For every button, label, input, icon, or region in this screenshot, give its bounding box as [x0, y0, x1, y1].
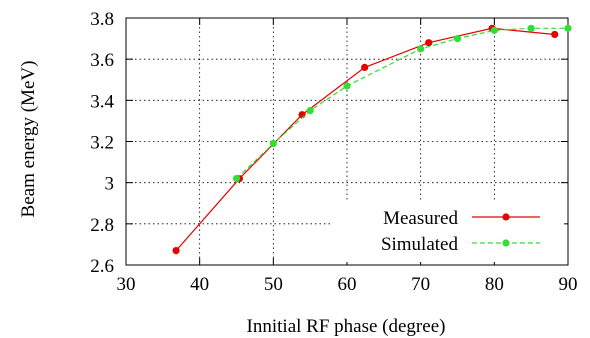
x-tick-label: 80	[485, 274, 504, 295]
legend-marker-measured	[502, 213, 510, 221]
x-tick-label: 50	[264, 274, 283, 295]
legend-box	[332, 200, 564, 262]
legend-marker-simulated	[502, 239, 510, 247]
data-point-simulated	[343, 82, 351, 90]
y-axis-label: Beam energy (MeV)	[18, 61, 39, 218]
y-tick-label: 3.8	[90, 9, 114, 30]
data-point-simulated	[306, 107, 314, 115]
axis-ticks: 30 40 50 60 70 80 90 2.6 2.8 3 3.2 3.4 3.6 3.8	[90, 9, 577, 295]
y-tick-label: 2.6	[90, 256, 114, 277]
data-point-simulated	[564, 24, 572, 32]
x-axis-label: Innitial RF phase (degree)	[247, 316, 446, 337]
y-tick-label: 3.4	[90, 91, 114, 112]
data-point-measured	[425, 39, 433, 47]
x-tick-label: 60	[338, 274, 357, 295]
data-point-simulated	[269, 139, 277, 148]
series-group	[172, 24, 572, 255]
legend-label-measured: Measured	[383, 208, 458, 229]
legend-label-simulated: Simulated	[381, 234, 459, 255]
data-point-simulated	[453, 34, 462, 43]
data-point-simulated	[417, 45, 425, 53]
y-tick-label: 3	[105, 174, 115, 195]
data-point-simulated	[232, 174, 241, 183]
series-line-simulated	[236, 27, 568, 179]
data-point-simulated	[527, 24, 535, 32]
data-point-simulated	[490, 26, 498, 34]
y-tick-label: 3.2	[90, 133, 114, 154]
y-tick-label: 3.6	[90, 50, 114, 71]
data-point-measured	[361, 63, 369, 71]
legend: Measured Simulated	[332, 200, 564, 262]
axis-labels: Innitial RF phase (degree) Beam energy (…	[18, 61, 445, 337]
series-simulated	[232, 24, 572, 183]
x-tick-label: 40	[190, 274, 209, 295]
x-tick-label: 30	[117, 274, 136, 295]
data-point-measured	[172, 246, 180, 255]
x-tick-label: 70	[411, 274, 430, 295]
x-tick-label: 90	[559, 274, 578, 295]
data-point-measured	[551, 30, 559, 39]
y-tick-label: 2.8	[90, 215, 114, 236]
